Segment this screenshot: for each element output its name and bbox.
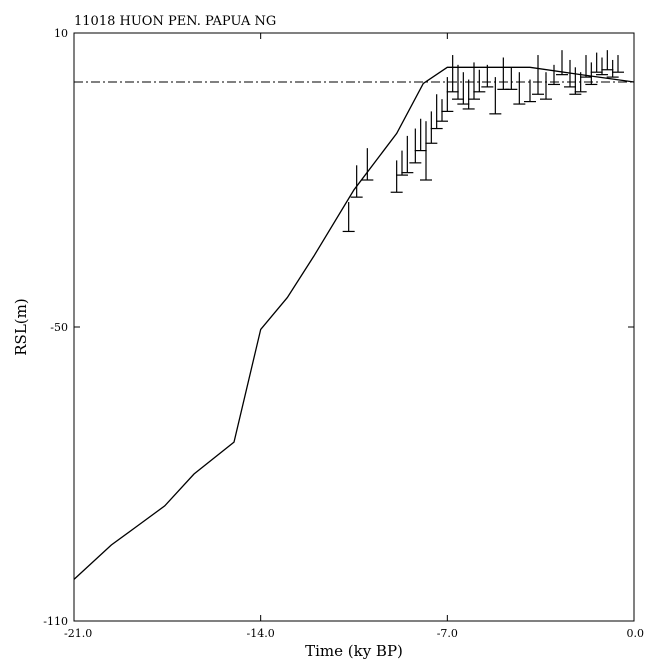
observation-marker	[396, 150, 408, 176]
observation-marker	[489, 77, 502, 115]
observation-marker	[532, 55, 544, 95]
observation-marker	[596, 57, 608, 76]
observation-marker	[556, 50, 568, 76]
observation-marker	[481, 64, 494, 88]
observation-marker	[580, 55, 592, 78]
observation-marker	[390, 160, 403, 193]
observation-marker	[342, 202, 355, 233]
observation-marker	[430, 94, 443, 130]
observation-marker	[446, 55, 459, 93]
model-curve	[73, 66, 635, 580]
observation-marker	[548, 64, 560, 86]
observation-marker	[436, 99, 448, 122]
observation-marker	[462, 79, 475, 110]
observation-marker	[420, 121, 432, 181]
observation-marker	[574, 72, 587, 93]
observation-marker	[524, 79, 536, 103]
observation-marker	[468, 62, 480, 100]
plot-frame	[73, 32, 635, 622]
observation-marker	[601, 50, 614, 71]
observation-marker	[505, 67, 518, 90]
observation-marker	[452, 64, 464, 100]
observation-marker	[585, 62, 598, 86]
observation-markers	[342, 50, 624, 233]
observation-marker	[425, 111, 438, 144]
observation-marker	[414, 118, 427, 152]
observation-marker	[569, 67, 582, 95]
y-axis-label: RSL(m)	[12, 298, 30, 355]
x-tick-label: -21.0	[64, 627, 92, 640]
y-tick-label: 10	[54, 27, 68, 40]
chart-title: 11018 HUON PEN. PAPUA NG	[74, 14, 276, 29]
observation-marker	[612, 55, 624, 73]
x-tick-label: -7.0	[437, 627, 458, 640]
axis-ticks: -21.0 -14.0 -7.0 0.0 -110 -50 10	[43, 27, 644, 640]
observation-marker	[401, 135, 414, 174]
observation-marker	[606, 59, 619, 78]
observation-marker	[409, 128, 422, 164]
observation-marker	[457, 72, 470, 105]
observation-marker	[590, 52, 603, 73]
observation-marker	[473, 69, 486, 93]
observation-marker	[513, 72, 526, 105]
observation-marker	[361, 148, 374, 181]
observation-marker	[497, 57, 510, 90]
x-tick-label: -14.0	[247, 627, 275, 640]
y-tick-label: -110	[43, 615, 68, 628]
y-tick-label: -50	[50, 321, 68, 334]
observation-marker	[441, 77, 454, 113]
observation-marker	[540, 72, 552, 100]
observation-marker	[350, 165, 363, 198]
x-tick-label: 0.0	[627, 627, 645, 640]
x-axis-label: Time (ky BP)	[305, 642, 403, 660]
